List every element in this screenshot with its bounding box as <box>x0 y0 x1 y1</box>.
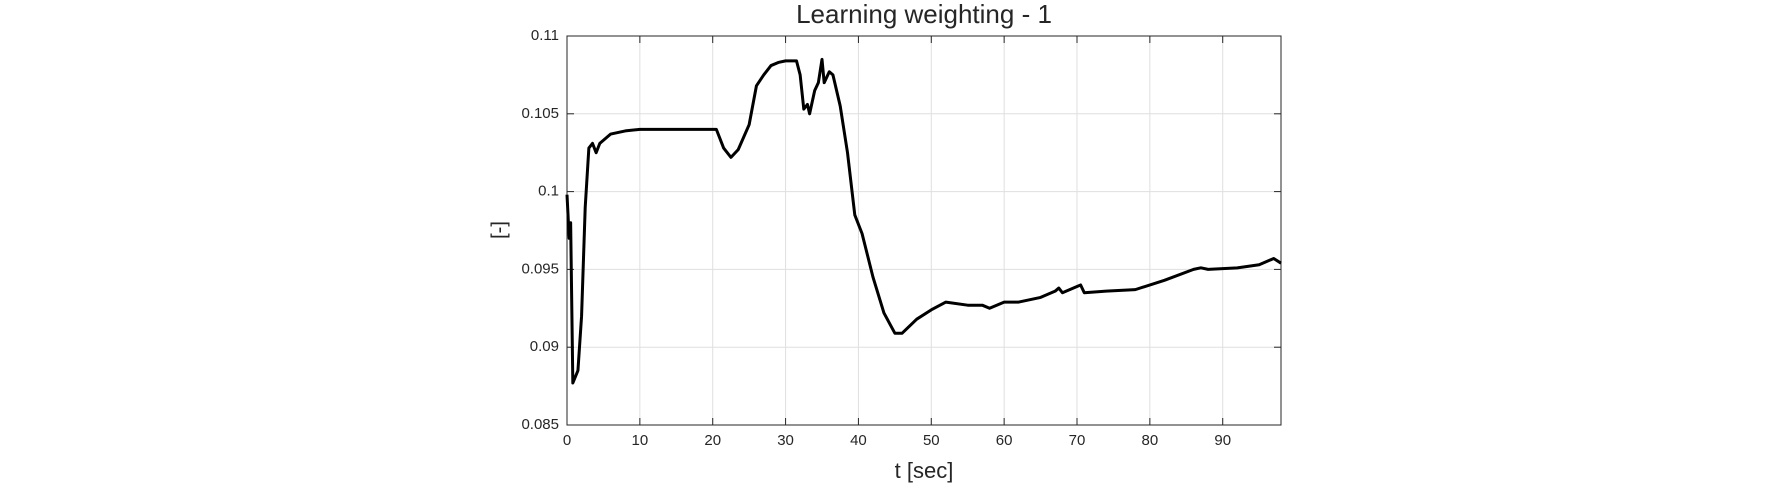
y-tick-label: 0.095 <box>521 260 559 277</box>
x-tick-label: 60 <box>996 432 1013 449</box>
x-tick-label: 40 <box>850 432 867 449</box>
data-line <box>565 57 1282 385</box>
x-tick-label: 10 <box>632 432 649 449</box>
x-tick-label: 20 <box>704 432 721 449</box>
x-tick-label: 30 <box>777 432 794 449</box>
chart-title: Learning weighting - 1 <box>796 0 1052 29</box>
axes-box <box>566 35 1282 426</box>
x-tick-label: 0 <box>563 432 571 449</box>
x-tick-label: 90 <box>1214 432 1231 449</box>
y-axis-label: [-] <box>488 221 510 239</box>
y-tick-label: 0.085 <box>521 416 559 433</box>
y-tick-label: 0.1 <box>538 183 559 200</box>
x-tick-label: 50 <box>923 432 940 449</box>
y-tick-label: 0.09 <box>530 338 559 355</box>
y-tick-label: 0.105 <box>521 105 559 122</box>
x-axis-label: t [sec] <box>895 458 954 483</box>
y-tick-label: 0.11 <box>531 27 559 44</box>
x-tick-label: 80 <box>1142 432 1159 449</box>
x-tick-label: 70 <box>1069 432 1086 449</box>
plot-area <box>567 36 1281 425</box>
